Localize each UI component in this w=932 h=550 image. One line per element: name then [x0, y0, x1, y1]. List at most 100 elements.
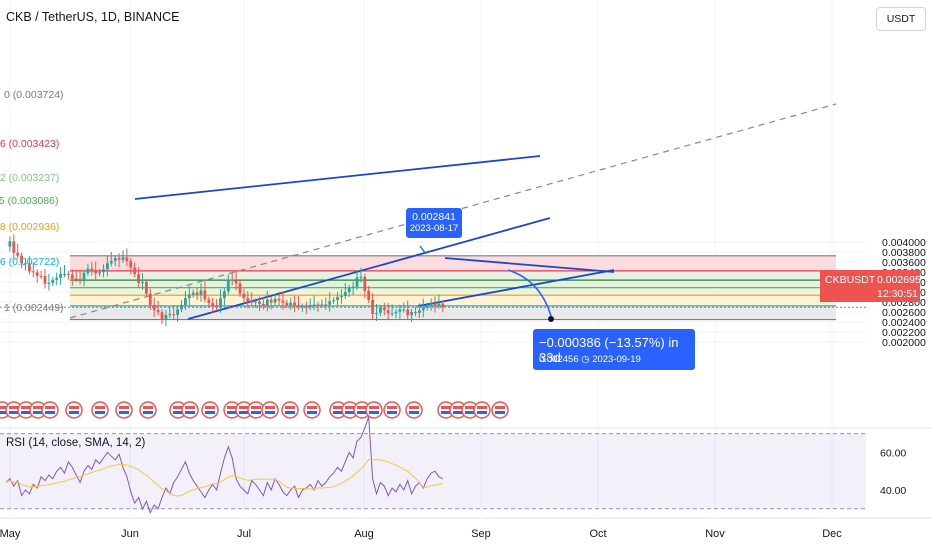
candle-body [16, 252, 20, 256]
candle-body [176, 309, 179, 315]
currency-button[interactable]: USDT [876, 7, 926, 31]
candle-body [109, 260, 113, 264]
fib-label-382: 82 (0.003237) [0, 172, 60, 184]
candle-body [262, 303, 265, 307]
candle-body [67, 273, 70, 275]
price-axis-label: 0.003800 [882, 247, 926, 259]
candle-body [94, 270, 98, 274]
candle-body [24, 263, 27, 265]
event-flag-icon [303, 401, 321, 419]
candle-body [332, 300, 335, 302]
projection-arrow [507, 269, 552, 317]
candle-body [148, 293, 152, 305]
candle-body [254, 301, 257, 303]
trendline [444, 257, 615, 273]
event-flag-stripe [465, 406, 475, 409]
event-flag-stripe [387, 411, 397, 414]
candle-body [289, 302, 293, 306]
candle-body [125, 257, 129, 262]
event-flag-stripe [307, 406, 317, 409]
price-point-callout: 0.002841 2023-08-17 [406, 208, 462, 238]
candle-body [301, 306, 304, 308]
candle-body [184, 298, 187, 305]
candle-body [86, 268, 90, 273]
event-flag-stripe [239, 406, 249, 409]
candle-body [297, 305, 300, 307]
candle-body [187, 294, 191, 299]
event-flag-stripe [95, 406, 105, 409]
event-flag-stripe [173, 411, 183, 414]
candle-body [281, 300, 285, 303]
candle-body [47, 282, 51, 284]
candle-body [441, 303, 445, 308]
candle-body [398, 309, 402, 312]
event-flag-stripe [369, 406, 379, 409]
time-axis-label: May [0, 528, 21, 540]
event-flag-icon [491, 401, 509, 419]
event-flag-stripe [69, 406, 79, 409]
candle-body [106, 263, 109, 270]
candle-body [168, 314, 172, 316]
time-axis-label: Aug [354, 528, 374, 540]
rsi-axis-label: 60.00 [880, 447, 906, 459]
event-flag-stripe [369, 411, 379, 414]
candle-body [199, 290, 203, 295]
candle-body [102, 269, 105, 273]
measure-sub: 0.002456 ◷ 2023-09-19 [539, 354, 641, 365]
candle-body [367, 290, 371, 300]
candle-body [343, 292, 347, 297]
fib-label-0: 0 (0.003724) [4, 89, 64, 101]
candle-body [156, 309, 160, 313]
candle-body [308, 305, 312, 308]
measure-main: −0.000386 (−13.57%) in 33d [539, 335, 679, 365]
event-flag-stripe [45, 406, 55, 409]
candle-body [51, 279, 55, 283]
event-flag-stripe [0, 411, 7, 414]
event-flag-icon [139, 401, 157, 419]
event-flag-stripe [477, 406, 487, 409]
price-axis-label: 0.004000 [882, 237, 926, 249]
event-flag-stripe [345, 406, 355, 409]
trendline [187, 217, 551, 320]
candle-body [359, 276, 363, 278]
candle-body [394, 311, 398, 314]
event-flag-stripe [227, 411, 237, 414]
event-flag-stripe [333, 406, 343, 409]
event-flag-stripe [69, 411, 79, 414]
event-flag-icon [91, 401, 109, 419]
candle-body [265, 299, 269, 307]
candle-body [43, 276, 47, 284]
candle-body [35, 272, 39, 276]
candle-body [351, 286, 355, 289]
event-flag-stripe [251, 411, 261, 414]
candle-body [117, 258, 121, 260]
price-axis-label: 0.002000 [882, 337, 926, 349]
event-flag-stripe [409, 406, 419, 409]
event-flag-stripe [251, 406, 261, 409]
candle-body [242, 293, 246, 299]
event-flag-icon [383, 401, 401, 419]
candle-body [336, 296, 339, 301]
candle-body [324, 304, 328, 306]
candle-body [355, 277, 359, 287]
candle-body [316, 304, 320, 306]
event-flag-stripe [21, 406, 31, 409]
event-flag-stripe [143, 406, 153, 409]
candle-body [74, 278, 78, 280]
event-flag-stripe [185, 411, 195, 414]
event-flag-stripe [143, 411, 153, 414]
event-flag-icon [281, 401, 299, 419]
candle-body [425, 305, 429, 308]
event-flag-stripe [495, 406, 505, 409]
candle-body [121, 257, 125, 260]
candle-body [386, 310, 390, 314]
event-flag-icon [181, 401, 199, 419]
rsi-axis-label: 40.00 [880, 485, 906, 497]
event-flag-icon [65, 401, 83, 419]
event-flag-stripe [285, 406, 295, 409]
event-flag-stripe [285, 411, 295, 414]
candle-body [390, 313, 394, 315]
candle-body [410, 312, 413, 316]
candle-body [152, 304, 156, 310]
